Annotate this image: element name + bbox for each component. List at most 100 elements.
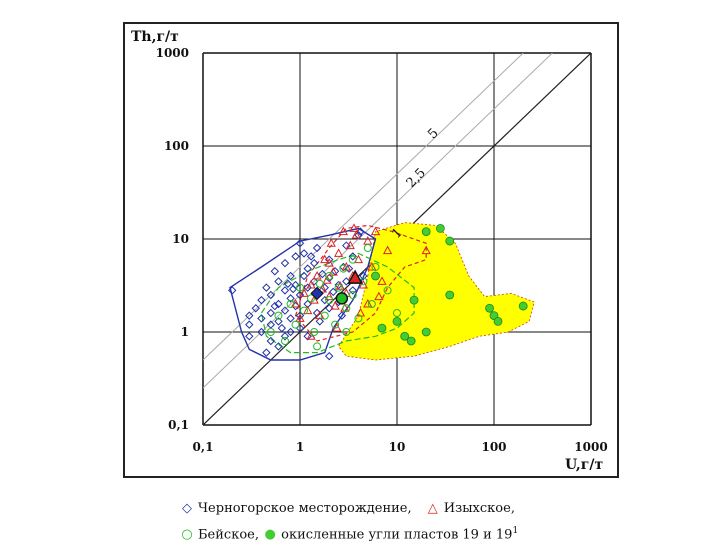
open-circle-point: [315, 279, 324, 288]
triangle-point: [320, 254, 330, 264]
triangle-point: [303, 305, 313, 315]
chernogorsk-field: [229, 227, 377, 361]
triangle-point: [333, 248, 344, 257]
diamond-point: [262, 348, 271, 357]
diamond-point: [270, 301, 280, 311]
x-tick-label: 100: [481, 440, 506, 454]
filled-circle-point: [518, 301, 528, 311]
diamond-point: [295, 323, 305, 333]
diamond-point: [277, 323, 287, 333]
triangle-marker-icon: △: [427, 501, 438, 516]
diamond-point: [324, 304, 334, 313]
diamond-point: [295, 290, 305, 300]
diamond-point: [306, 252, 316, 261]
legend-row-1: ◇ Черногорское месторождение, △ Изыхское,: [180, 498, 600, 520]
diamond-point: [309, 258, 319, 268]
triangle-point: [312, 270, 322, 280]
diamond-point: [266, 308, 276, 318]
triangle-point: [345, 240, 355, 250]
open-circle-point: [325, 272, 334, 281]
open-circle-point: [266, 328, 275, 336]
legend: ◇ Черногорское месторождение, △ Изыхское, …: [180, 498, 600, 546]
open-circle-marker-icon: ○: [181, 527, 193, 543]
diamond-point: [270, 267, 280, 276]
diamond-point: [348, 286, 357, 295]
triangle-point: [299, 288, 309, 297]
triangle-point: [330, 301, 340, 310]
diamond-point: [286, 271, 295, 281]
legend-superscript: 1: [512, 526, 519, 536]
filled-circle-marker-icon: ●: [264, 527, 276, 543]
y-tick-label: 0,1: [168, 418, 189, 432]
filled-circle-point: [485, 303, 494, 313]
diamond-point: [299, 249, 309, 258]
ratio-line-2.5: [203, 53, 553, 389]
diamond-point: [315, 317, 325, 326]
diamond-point: [274, 299, 283, 309]
y-axis-label: Th,г/т: [131, 29, 179, 45]
diamond-point: [266, 336, 276, 346]
y-tick-label: 1: [181, 325, 189, 339]
filled-circle-point: [392, 317, 402, 326]
filled-circle-point: [435, 224, 445, 233]
filled-circle-point: [371, 271, 380, 281]
diamond-point: [251, 304, 260, 313]
legend-chernogorsk: Черногорское месторождение,: [198, 501, 412, 516]
mean-bei-marker: [335, 292, 349, 305]
diamond-point: [303, 264, 312, 273]
open-circle-point: [367, 300, 376, 309]
diamond-point: [245, 311, 254, 320]
triangle-point: [324, 258, 334, 267]
diamond-point: [286, 327, 295, 337]
triangle-point: [421, 245, 431, 255]
open-circle-point: [342, 328, 351, 336]
triangle-point: [295, 313, 305, 322]
diamond-point: [262, 283, 271, 292]
legend-izykh: Изыхское,: [443, 501, 515, 516]
open-circle-point: [286, 300, 295, 309]
ratio-line-5: [203, 53, 524, 361]
legend-row-2: ○ Бейское, ● окисленные угли пластов 19 и …: [180, 520, 600, 546]
triangle-point: [355, 307, 366, 317]
open-circle-point: [334, 283, 343, 292]
open-circle-point: [348, 255, 357, 264]
open-circle-point: [320, 311, 329, 320]
triangle-point: [382, 245, 393, 255]
mean-izykh-marker: [347, 269, 363, 284]
diamond-point: [257, 314, 266, 323]
triangle-point: [326, 238, 336, 247]
diamond-marker-icon: ◇: [182, 501, 192, 516]
diamond-point: [286, 314, 295, 323]
diamond-point: [359, 271, 368, 281]
triangle-point: [363, 236, 373, 245]
oxidized-field: [338, 222, 535, 361]
ratio-label: 5: [425, 126, 441, 142]
triangle-point: [377, 276, 387, 285]
filled-circle-point: [406, 336, 416, 346]
diamond-point: [324, 351, 334, 361]
diamond-point: [280, 306, 290, 315]
y-tick-label: 10: [172, 232, 189, 246]
mean-chernogorsk-marker: [310, 286, 324, 301]
diamond-point: [274, 342, 283, 351]
open-circle-point: [342, 304, 351, 313]
filled-circle-point: [493, 317, 503, 326]
triangle-point: [370, 226, 381, 236]
diamond-point: [309, 277, 319, 286]
diamond-point: [280, 258, 290, 268]
open-circle-point: [296, 283, 304, 292]
legend-oxidized: окисленные угли пластов 19 и 19: [281, 527, 513, 543]
triangle-point: [349, 223, 359, 232]
x-tick-label: 10: [389, 440, 406, 454]
diamond-point: [274, 277, 283, 286]
y-tick-label: 1000: [156, 46, 189, 60]
open-circle-point: [310, 328, 319, 336]
filled-circle-point: [421, 327, 431, 337]
diamond-point: [288, 284, 298, 294]
open-circle-point: [393, 309, 401, 318]
open-circle-point: [383, 286, 392, 295]
triangle-point: [351, 230, 361, 239]
triangle-point: [328, 267, 338, 276]
diamond-point: [283, 279, 293, 288]
